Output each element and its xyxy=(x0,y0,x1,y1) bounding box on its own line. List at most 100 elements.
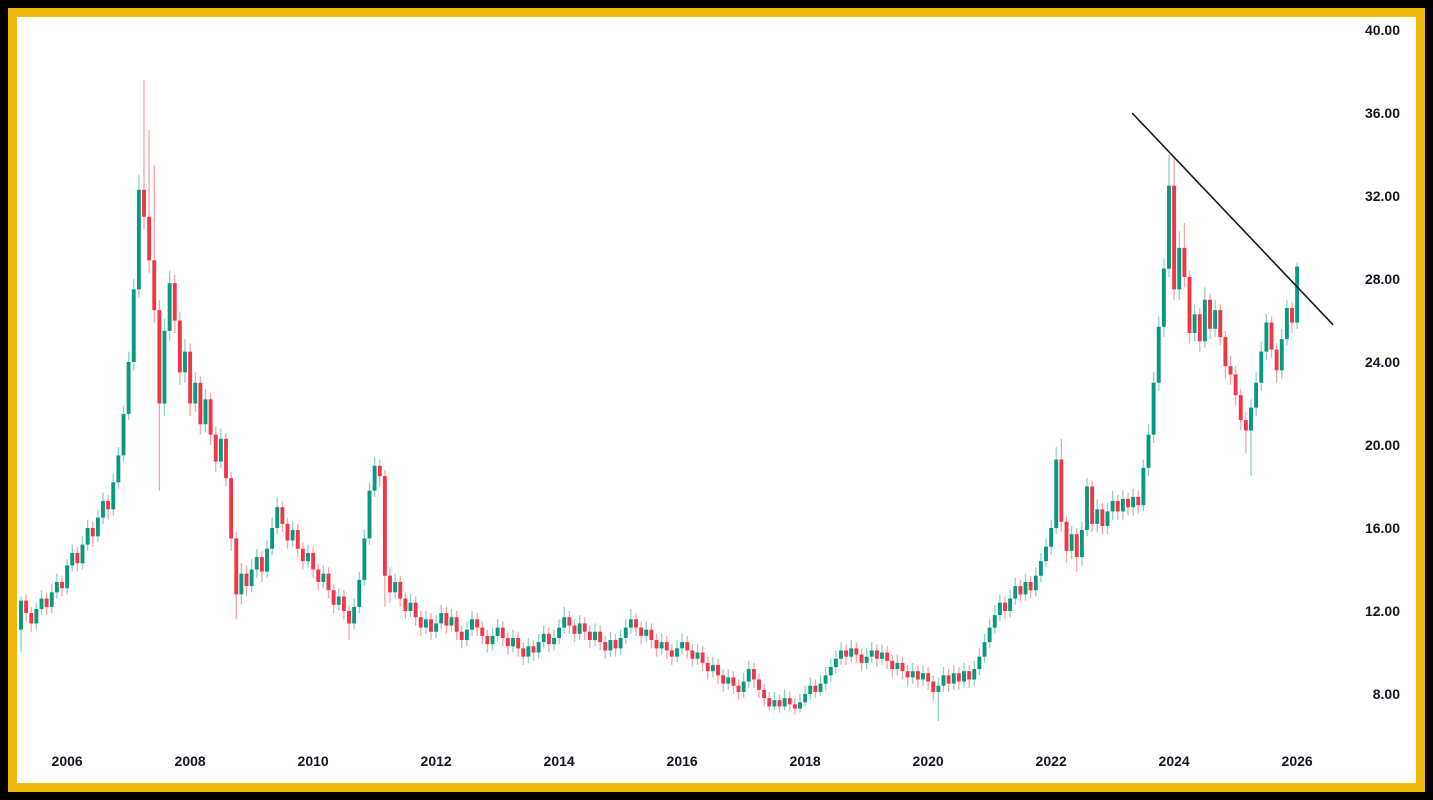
candle-body xyxy=(254,557,259,570)
price-axis-label: 28.00 xyxy=(1365,271,1400,287)
candle xyxy=(1120,490,1125,520)
candle-body xyxy=(818,683,823,692)
candle xyxy=(905,664,910,686)
candle-wick xyxy=(148,129,150,273)
candle xyxy=(808,677,813,701)
time-axis[interactable]: 2006 2008 2010 2012 2014 2016 2018 2020 2022 2024… xyxy=(52,753,1313,769)
candle-body xyxy=(326,573,331,591)
candle xyxy=(1156,316,1161,392)
candle-body xyxy=(603,642,608,651)
candle xyxy=(362,530,367,587)
candle xyxy=(326,567,331,599)
candle-body xyxy=(403,598,408,611)
candle-body xyxy=(813,685,818,692)
candle-body xyxy=(798,702,802,709)
candle xyxy=(644,621,649,643)
candle xyxy=(290,521,295,547)
candle xyxy=(685,635,690,659)
price-axis-label: 36.00 xyxy=(1365,105,1400,121)
candle-body xyxy=(700,652,705,663)
time-axis-label: 2026 xyxy=(1282,753,1313,769)
candle xyxy=(695,644,700,665)
candle xyxy=(341,590,346,620)
candle xyxy=(921,664,925,686)
candle xyxy=(577,615,582,641)
candle-body xyxy=(613,640,618,649)
candle xyxy=(721,669,726,692)
candle-body xyxy=(270,528,275,549)
candle xyxy=(941,667,946,692)
candle xyxy=(377,459,382,487)
candle-body xyxy=(29,613,34,624)
candle xyxy=(1095,498,1100,533)
candle xyxy=(239,563,244,605)
candle-body xyxy=(1100,509,1105,526)
candle-body xyxy=(470,619,474,630)
trendline[interactable] xyxy=(1131,112,1334,326)
candle-body xyxy=(931,681,936,692)
candle-body xyxy=(65,565,70,589)
candle xyxy=(1228,355,1233,385)
candle xyxy=(741,673,746,699)
candle-body xyxy=(746,669,751,682)
candle-wick xyxy=(153,164,155,323)
candle-body xyxy=(49,592,54,607)
time-axis-label: 2012 xyxy=(421,753,452,769)
candle xyxy=(890,654,895,678)
candle xyxy=(429,613,433,641)
candle xyxy=(705,656,710,680)
candle-body xyxy=(1233,374,1238,396)
candle-body xyxy=(172,283,177,321)
candle xyxy=(1254,372,1259,416)
candle xyxy=(34,602,39,630)
candle-body xyxy=(905,671,910,678)
candle xyxy=(762,683,767,707)
candlestick-plot[interactable]: 40.00 36.00 32.00 28.00 24.00 20.00 16.00 12.00… xyxy=(17,17,1416,783)
candle-body xyxy=(936,685,941,692)
candle-body xyxy=(869,650,874,657)
candle-body xyxy=(531,646,536,653)
candle xyxy=(423,611,428,634)
candle xyxy=(639,621,644,645)
candle-body xyxy=(157,310,162,404)
candle xyxy=(1033,567,1038,597)
candle-body xyxy=(142,189,146,217)
candle xyxy=(751,662,756,688)
candle-body xyxy=(177,320,182,373)
candle-body xyxy=(418,617,423,628)
candle-body xyxy=(429,619,433,632)
candle xyxy=(900,656,905,680)
candle-body xyxy=(839,650,843,659)
candle-body xyxy=(229,478,234,539)
candle-body xyxy=(1074,534,1079,558)
candle-body xyxy=(1172,185,1177,290)
candle xyxy=(126,351,131,421)
candle xyxy=(710,656,715,678)
candle xyxy=(654,633,659,657)
candle-body xyxy=(1008,598,1013,611)
candle-body xyxy=(669,650,674,657)
candle xyxy=(224,432,228,487)
chart-plot-area[interactable]: 40.00 36.00 32.00 28.00 24.00 20.00 16.00 12.00… xyxy=(17,17,1416,783)
candle xyxy=(798,694,802,713)
candle-body xyxy=(398,581,403,599)
candle-body xyxy=(203,399,208,425)
candle xyxy=(1008,590,1013,618)
candle xyxy=(367,482,372,545)
candle xyxy=(572,619,577,643)
candle xyxy=(1069,525,1074,560)
candle xyxy=(874,644,879,668)
candle-body xyxy=(1274,349,1279,371)
candle-body xyxy=(295,530,300,549)
candle-body xyxy=(19,600,23,630)
candle-body xyxy=(1223,337,1228,367)
candle-body xyxy=(639,627,644,636)
price-axis[interactable]: 40.00 36.00 32.00 28.00 24.00 20.00 16.00 12.00… xyxy=(1365,22,1400,702)
candle-body xyxy=(731,677,736,686)
candle-body xyxy=(34,608,39,624)
candle-body xyxy=(162,330,167,404)
candle-body xyxy=(388,575,392,593)
candle-body xyxy=(347,611,351,624)
candle-body xyxy=(1069,534,1074,551)
candle xyxy=(1131,488,1136,516)
